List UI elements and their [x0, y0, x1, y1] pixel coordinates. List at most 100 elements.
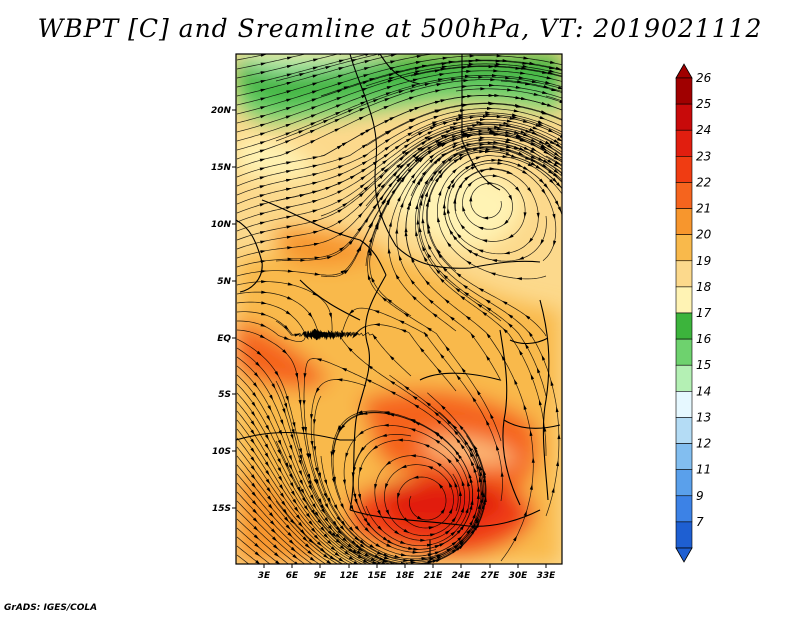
streamline-arrow: [466, 143, 473, 147]
streamline-arrow: [303, 505, 309, 511]
streamline-arrow: [260, 106, 266, 110]
streamline-arrow: [259, 167, 266, 171]
streamline-arrow: [452, 168, 458, 174]
streamline-arrow: [478, 476, 482, 483]
streamline-arrow: [251, 411, 256, 417]
streamline-arrow: [260, 80, 267, 84]
streamline: [236, 554, 250, 564]
streamline-arrow: [475, 156, 482, 160]
streamline-arrow: [519, 147, 525, 151]
streamline-arrow: [286, 90, 293, 94]
streamline-arrow: [382, 536, 389, 542]
streamline-arrow: [531, 80, 538, 83]
streamline-arrow: [382, 197, 387, 204]
streamline: [236, 54, 307, 70]
streamline-arrow: [412, 395, 418, 400]
streamline-arrow: [494, 125, 500, 129]
streamline-arrow: [530, 373, 535, 380]
streamline-arrow: [548, 66, 555, 70]
colorbar-swatch: [675, 443, 693, 470]
streamline-arrow: [432, 559, 439, 563]
streamline-arrow: [308, 484, 312, 491]
map-title: WBPT [C] and Sreamline at 500hPa, VT: 20…: [37, 14, 763, 43]
streamline: [396, 139, 562, 382]
lon-label: 24E: [452, 571, 472, 581]
streamline-arrow: [503, 219, 509, 225]
streamline-arrow: [435, 268, 441, 274]
streamline-arrow: [501, 300, 508, 305]
streamline-arrow: [465, 260, 472, 265]
streamline-arrow: [390, 54, 397, 57]
streamline-arrow: [455, 118, 462, 122]
streamline-arrow: [457, 536, 463, 541]
streamline-arrow: [264, 452, 269, 459]
streamline-arrow: [483, 476, 487, 483]
streamline-arrow: [409, 108, 415, 113]
streamline-arrow: [353, 493, 357, 500]
streamline-arrow: [294, 561, 298, 564]
streamline-arrow: [407, 132, 414, 137]
streamline-arrow: [340, 330, 345, 336]
streamline-arrow: [461, 66, 468, 70]
streamline-arrow: [308, 453, 312, 460]
streamline-arrow: [414, 154, 420, 160]
streamline-arrow: [347, 543, 353, 549]
streamline-arrow: [259, 141, 266, 145]
streamline-arrow: [317, 498, 322, 504]
streamline-arrow: [545, 80, 551, 84]
streamline-arrow: [548, 169, 554, 175]
streamline-arrow: [516, 277, 522, 281]
streamline: [236, 112, 562, 205]
streamline-arrow: [465, 315, 471, 321]
streamline-arrow: [284, 462, 289, 469]
streamline-arrow: [466, 249, 473, 254]
streamline-arrow: [475, 451, 480, 457]
streamline: [275, 76, 562, 142]
streamline-arrow: [326, 256, 333, 260]
streamline-arrow: [386, 130, 392, 135]
streamline-arrow: [518, 256, 525, 260]
streamline-arrow: [364, 527, 370, 533]
streamline-arrow: [528, 331, 533, 337]
streamline-arrow: [386, 543, 392, 548]
streamline-arrow: [464, 175, 470, 181]
streamline-arrow: [259, 334, 266, 339]
streamline-arrow: [497, 127, 503, 131]
streamline-arrow: [363, 186, 369, 191]
streamline-arrow: [285, 178, 292, 182]
streamline-arrow: [361, 94, 367, 99]
streamline-arrow: [454, 449, 460, 456]
streamline-arrow: [442, 202, 446, 209]
streamline-arrow: [544, 140, 551, 145]
streamline-arrow: [506, 124, 512, 127]
lon-label: 33E: [537, 571, 557, 581]
streamline-arrow: [536, 212, 540, 219]
streamline-arrow: [362, 88, 368, 92]
streamline-arrow: [260, 97, 267, 101]
streamline-arrow: [433, 411, 439, 417]
streamline-arrow: [320, 526, 326, 532]
streamline-arrow: [554, 160, 561, 165]
streamline-arrow: [468, 134, 474, 138]
streamline-arrow: [250, 474, 256, 480]
streamline-arrow: [529, 484, 533, 490]
streamline-arrow: [461, 480, 465, 487]
streamline-arrow: [472, 396, 477, 403]
streamline-arrow: [362, 81, 369, 85]
streamline-arrow: [506, 138, 513, 142]
streamline-arrow: [496, 115, 503, 119]
streamline-arrow: [478, 129, 485, 133]
streamline-arrow: [427, 252, 432, 258]
streamline-arrow: [259, 158, 266, 162]
streamline-arrow: [389, 116, 396, 121]
streamline-arrow: [404, 150, 410, 156]
streamline-arrow: [386, 86, 393, 90]
streamline-arrow: [483, 472, 486, 478]
streamline-arrow: [295, 372, 299, 379]
streamline-arrow: [508, 234, 514, 239]
streamline-arrow: [412, 550, 419, 554]
streamline-arrow: [515, 96, 521, 100]
streamline-arrow: [540, 239, 545, 245]
streamline-arrow: [470, 528, 476, 535]
streamline-arrow: [252, 517, 258, 523]
